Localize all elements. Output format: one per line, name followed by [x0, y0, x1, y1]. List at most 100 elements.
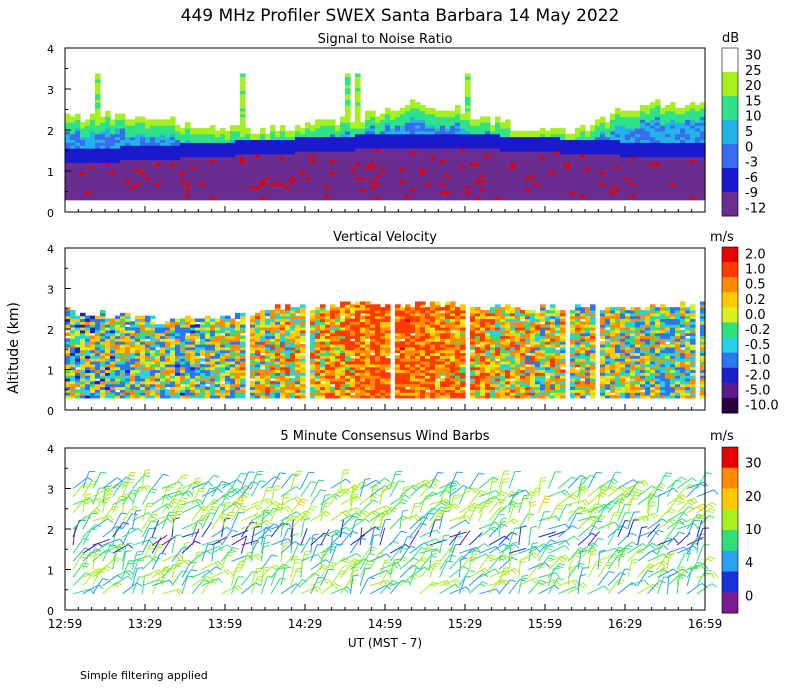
- snr-cell: [370, 168, 376, 172]
- velocity-cell: [130, 324, 136, 328]
- snr-cell: [295, 133, 301, 138]
- snr-cell: [330, 182, 336, 186]
- snr-cell: [175, 156, 181, 161]
- snr-cell: [530, 130, 536, 135]
- snr-cell: [215, 142, 221, 146]
- snr-cell: [530, 142, 536, 146]
- snr-cell: [570, 165, 576, 169]
- velocity-cell: [205, 326, 211, 331]
- snr-cell: [430, 150, 436, 155]
- snr-cell: [480, 130, 486, 135]
- snr-cell: [305, 176, 311, 181]
- velocity-cell: [260, 324, 266, 328]
- snr-cell: [300, 145, 306, 149]
- snr-cell: [465, 156, 471, 161]
- snr-cell: [450, 145, 456, 149]
- velocity-cell: [100, 352, 106, 356]
- snr-cell: [700, 122, 706, 126]
- snr-cell: [625, 176, 631, 181]
- snr-cell: [80, 168, 86, 172]
- velocity-cell: [115, 338, 121, 342]
- snr-cell: [185, 159, 191, 163]
- snr-cell: [480, 165, 486, 169]
- snr-cell: [560, 196, 566, 201]
- velocity-cell: [140, 318, 146, 322]
- velocity-cell: [160, 329, 166, 334]
- snr-cell: [190, 185, 196, 189]
- snr-cell: [465, 84, 471, 89]
- snr-cell: [370, 196, 376, 201]
- velocity-cell: [140, 386, 146, 390]
- snr-cell: [345, 102, 351, 106]
- snr-cell: [205, 148, 211, 152]
- velocity-cell: [105, 341, 111, 345]
- snr-cell: [615, 145, 621, 149]
- snr-cell: [640, 150, 646, 155]
- velocity-cell: [240, 361, 246, 365]
- snr-cell: [80, 196, 86, 201]
- snr-cell: [625, 116, 631, 120]
- snr-cell: [520, 136, 526, 141]
- snr-cell: [310, 168, 316, 172]
- snr-cell: [490, 150, 496, 155]
- velocity-cell: [205, 335, 211, 339]
- snr-cell: [545, 173, 551, 178]
- velocity-cell: [170, 363, 176, 368]
- velocity-cell: [150, 341, 156, 345]
- snr-cell: [80, 171, 86, 175]
- velocity-cell: [75, 361, 81, 365]
- snr-cell: [525, 179, 531, 184]
- snr-cell: [520, 168, 526, 172]
- snr-cell: [700, 150, 706, 155]
- snr-cell: [270, 188, 276, 192]
- velocity-cell: [175, 378, 181, 382]
- snr-cell: [530, 168, 536, 172]
- snr-cell: [615, 173, 621, 178]
- snr-cell: [65, 142, 71, 146]
- snr-cell: [415, 173, 421, 178]
- velocity-cell: [125, 358, 131, 362]
- velocity-cell: [155, 389, 161, 393]
- snr-cell: [530, 162, 536, 166]
- snr-cell: [380, 193, 386, 198]
- snr-cell: [265, 142, 271, 146]
- snr-cell: [70, 173, 76, 178]
- velocity-cell: [240, 326, 246, 331]
- snr-cell: [145, 148, 151, 152]
- velocity-cell: [140, 392, 146, 396]
- snr-cell: [555, 188, 561, 192]
- snr-cell: [120, 168, 126, 172]
- snr-cell: [365, 148, 371, 152]
- velocity-cell: [115, 335, 121, 339]
- velocity-cell: [85, 326, 91, 331]
- colorbar-swatch: [722, 192, 738, 217]
- snr-cell: [575, 162, 581, 166]
- snr-cell: [660, 150, 666, 155]
- snr-cell: [395, 139, 401, 143]
- snr-cell: [555, 179, 561, 184]
- snr-cell: [310, 191, 316, 195]
- velocity-cell: [155, 380, 161, 385]
- snr-cell: [205, 130, 211, 135]
- snr-cell: [405, 176, 411, 181]
- snr-cell: [535, 173, 541, 178]
- snr-cell: [320, 122, 326, 126]
- velocity-cell: [70, 338, 76, 342]
- velocity-cell: [165, 363, 171, 368]
- snr-cell: [620, 130, 626, 135]
- snr-cell: [435, 142, 441, 146]
- snr-cell: [475, 125, 481, 129]
- snr-cell: [670, 168, 676, 172]
- velocity-cell: [120, 321, 126, 325]
- snr-cell: [355, 96, 361, 100]
- snr-cell: [690, 133, 696, 138]
- snr-cell: [675, 179, 681, 184]
- snr-cell: [480, 193, 486, 198]
- velocity-cell: [155, 335, 161, 339]
- velocity-cell: [150, 315, 156, 320]
- snr-cell: [230, 133, 236, 138]
- snr-cell: [370, 179, 376, 184]
- velocity-cell: [275, 329, 281, 334]
- velocity-cell: [140, 369, 146, 373]
- snr-cell: [500, 150, 506, 155]
